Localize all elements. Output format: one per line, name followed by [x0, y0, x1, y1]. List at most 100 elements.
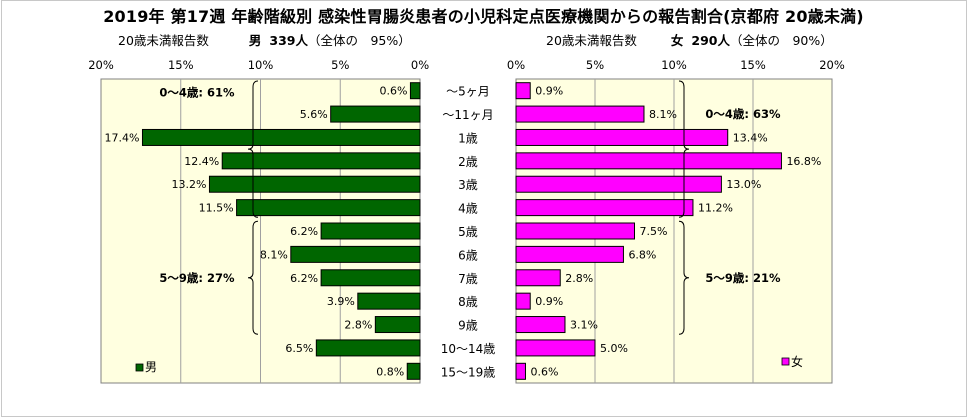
male-bar — [208, 175, 421, 193]
female-bar — [515, 269, 561, 287]
female-bar — [515, 175, 722, 193]
female-bar-label: 2.8% — [565, 272, 593, 285]
male-legend-swatch — [135, 363, 144, 372]
male-bar — [320, 269, 421, 287]
female-bar — [515, 362, 526, 380]
male-x-tick-label: 15% — [168, 58, 194, 72]
male-bar-label: 6.2% — [290, 225, 318, 238]
category-label: 5歳 — [458, 225, 478, 239]
category-label: 10～14歳 — [441, 342, 496, 356]
male-summary: 20歳未満報告数 男 339人（全体の 95%） — [118, 30, 411, 49]
female-age-group-annotation: 0～4歳: 63% — [705, 107, 781, 121]
female-bar — [515, 339, 596, 357]
female-bar — [515, 199, 694, 217]
female-bar — [515, 316, 566, 334]
category-label: 1歳 — [458, 131, 478, 145]
category-label: 3歳 — [458, 178, 478, 192]
female-bar-label: 0.9% — [535, 85, 563, 98]
female-summary-share: （全体の 90%） — [729, 33, 833, 48]
male-bar — [330, 105, 421, 123]
female-plot-area: 0% 5% 10% 15% 20% 0.9% 8.1% 13.4% 16.8% 13.0% 11.2… — [507, 58, 845, 384]
category-label: 4歳 — [458, 202, 478, 216]
female-summary-sex: 女 — [670, 33, 684, 48]
male-summary-count: 339人 — [269, 33, 308, 48]
category-labels: ～5ヶ月 ～11ヶ月 1歳 2歳 3歳 4歳 5歳 6歳 7歳 8歳 9歳 10～14歳 15～19歳 — [441, 85, 496, 380]
female-bar-label: 11.2% — [698, 202, 733, 215]
male-x-tick-label: 5% — [331, 58, 349, 72]
male-bar — [236, 199, 421, 217]
female-age-group-brace — [678, 80, 690, 218]
male-summary-share: （全体の 95%） — [307, 33, 411, 48]
female-bar-label: 0.9% — [535, 295, 563, 308]
female-bar-label: 0.6% — [530, 365, 558, 378]
male-bar-label: 6.5% — [285, 342, 313, 355]
female-summary-count: 290人 — [691, 33, 730, 48]
male-x-tick-label: 20% — [88, 58, 114, 72]
female-bar — [515, 82, 531, 100]
male-bar — [290, 245, 421, 263]
male-plot-area: 0% 5% 10% 15% 20% 0.6% 5.6% 17.4% 12.4% 13.2% 11.5… — [88, 58, 429, 384]
female-bar-label: 13.0% — [726, 178, 761, 191]
male-x-tick-label: 10% — [248, 58, 274, 72]
chart-title: 2019年 第17週 年齢階級別 感染性胃腸炎患者の小児科定点医療機関からの報告… — [103, 7, 864, 26]
male-bar — [357, 292, 421, 310]
female-bar-label: 8.1% — [649, 108, 677, 121]
category-label: 8歳 — [458, 295, 478, 309]
female-bar — [515, 292, 531, 310]
female-x-tick-label: 5% — [586, 58, 604, 72]
female-bar-label: 7.5% — [640, 225, 668, 238]
category-label: 7歳 — [458, 272, 478, 286]
male-bar-label: 0.6% — [379, 85, 407, 98]
male-bar-label: 13.2% — [172, 178, 207, 191]
female-summary: 20歳未満報告数 女 290人（全体の 90%） — [546, 30, 833, 49]
male-age-group-brace — [247, 220, 259, 335]
male-bar — [374, 316, 421, 334]
male-bar — [406, 362, 421, 380]
category-label: ～11ヶ月 — [442, 108, 493, 122]
category-label: 6歳 — [458, 248, 478, 262]
male-age-group-brace — [247, 80, 259, 218]
female-bar — [515, 105, 645, 123]
male-bar — [320, 222, 421, 240]
male-bar — [409, 82, 421, 100]
male-age-group-annotation: 5～9歳: 27% — [159, 271, 235, 285]
category-label: 9歳 — [458, 319, 478, 333]
male-bar-label: 5.6% — [300, 108, 328, 121]
male-bar-label: 0.8% — [376, 365, 404, 378]
category-label: 2歳 — [458, 155, 478, 169]
female-bar-label: 3.1% — [570, 319, 598, 332]
male-bar-label: 12.4% — [184, 155, 219, 168]
male-bar-label: 3.9% — [327, 295, 355, 308]
male-summary-prefix: 20歳未満報告数 — [118, 33, 209, 48]
male-age-group-annotation: 0～4歳: 61% — [159, 86, 235, 100]
male-legend-label: 男 — [145, 360, 157, 374]
male-bar-label: 11.5% — [199, 202, 234, 215]
male-bar-label: 17.4% — [105, 131, 140, 144]
male-bar — [315, 339, 421, 357]
female-bar — [515, 222, 635, 240]
female-bar-label: 16.8% — [786, 155, 821, 168]
female-bar — [515, 245, 624, 263]
female-age-group-annotation: 5～9歳: 21% — [705, 271, 781, 285]
male-bar — [221, 152, 421, 170]
female-bar — [515, 152, 782, 170]
female-x-tick-label: 15% — [740, 58, 766, 72]
female-x-tick-label: 20% — [819, 58, 845, 72]
female-legend-swatch — [781, 357, 790, 366]
female-bar-label: 13.4% — [733, 131, 768, 144]
female-bar-label: 5.0% — [600, 342, 628, 355]
female-age-group-brace — [678, 220, 690, 335]
male-bar-label: 8.1% — [260, 248, 288, 261]
female-bar — [515, 128, 729, 146]
male-summary-sex: 男 — [248, 33, 262, 48]
female-legend-label: 女 — [791, 354, 803, 369]
male-bar-label: 6.2% — [290, 272, 318, 285]
male-bar-label: 2.8% — [344, 319, 372, 332]
female-bar-label: 6.8% — [628, 248, 656, 261]
male-bar — [141, 128, 421, 146]
category-label: ～5ヶ月 — [446, 85, 490, 99]
male-x-tick-label: 0% — [411, 58, 429, 72]
female-x-tick-label: 10% — [661, 58, 687, 72]
category-label: 15～19歳 — [441, 365, 496, 379]
